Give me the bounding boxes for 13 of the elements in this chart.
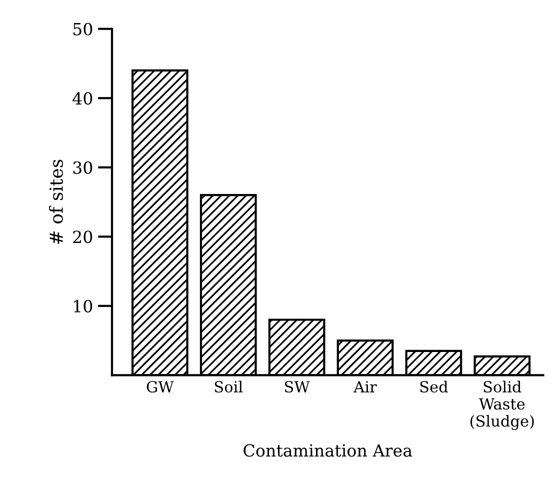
x-tick-label: Solid Waste (Sludge) [470,380,534,430]
x-tick-label: GW [146,381,174,393]
x-tick-label: Soil [214,380,243,393]
y-axis-title: # of sites [49,160,63,244]
y-tick-label: 40 [72,92,92,105]
y-tick-label: 10 [74,300,92,312]
y-tick-label: 30 [73,161,92,174]
y-tick-label: 50 [73,22,92,36]
x-axis-title: Contamination Area [244,444,412,457]
x-tick-label: Sed [420,380,448,393]
y-tick-label: 20 [73,230,92,244]
x-tick-label: SW [285,381,310,393]
x-tick-label: Air [354,381,377,392]
